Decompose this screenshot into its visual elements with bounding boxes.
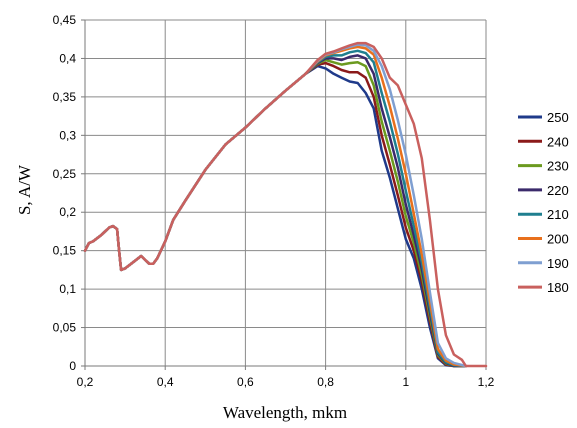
x-axis-label: Wavelength, mkm: [223, 403, 347, 422]
y-tick-label: 0,1: [59, 282, 76, 296]
series-line-220: [83, 54, 468, 368]
legend-label-190: 190: [547, 256, 569, 271]
y-axis-ticks: 0 0,05 0,1 0,15 0,2 0,25 0,3 0,35 0,4 0,45: [53, 13, 85, 373]
y-tick-label: 0,4: [59, 51, 76, 65]
x-tick-label: 1,2: [478, 375, 495, 389]
legend: 250 240 230 220 210 200 190 180: [518, 110, 569, 295]
x-tick-label: 0,8: [317, 375, 334, 389]
chart-axes: [84, 20, 486, 367]
legend-label-230: 230: [547, 159, 569, 174]
legend-label-220: 220: [547, 183, 569, 198]
x-tick-label: 1: [402, 375, 409, 389]
chart-series: [83, 41, 488, 368]
y-tick-label: 0,3: [59, 128, 76, 142]
y-tick-label: 0,15: [53, 244, 77, 258]
legend-label-180: 180: [547, 280, 569, 295]
y-tick-label: 0,25: [53, 167, 77, 181]
legend-label-250: 250: [547, 110, 569, 125]
y-axis-label: S, A/W: [15, 164, 34, 215]
y-tick-label: 0,05: [53, 321, 77, 335]
y-tick-label: 0,45: [53, 13, 77, 27]
x-tick-label: 0,4: [157, 375, 174, 389]
y-tick-label: 0,35: [53, 90, 77, 104]
y-tick-label: 0: [69, 359, 76, 373]
y-tick-label: 0,2: [59, 205, 76, 219]
series-line-180: [83, 41, 488, 368]
x-axis-ticks: 0,2 0,4 0,6 0,8 1 1,2: [77, 366, 495, 389]
legend-label-200: 200: [547, 232, 569, 247]
x-tick-label: 0,6: [237, 375, 254, 389]
x-tick-label: 0,2: [77, 375, 94, 389]
legend-label-240: 240: [547, 134, 569, 149]
legend-label-210: 210: [547, 207, 569, 222]
